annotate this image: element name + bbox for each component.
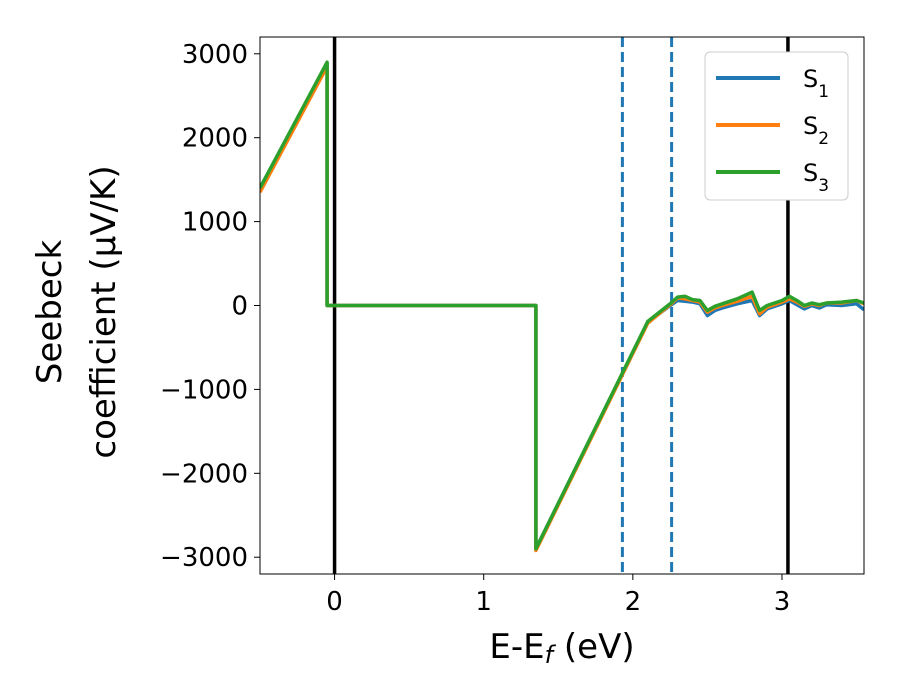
x-tick-label: 2: [625, 587, 642, 617]
x-axis-ticks: 0 1 2 3: [326, 574, 790, 617]
x-tick-label: 3: [774, 587, 791, 617]
y-tick-label: −1000: [160, 375, 248, 405]
series-lines: [260, 60, 864, 553]
y-tick-label: 0: [231, 292, 248, 322]
y-tick-label: −3000: [160, 543, 248, 573]
x-axis-label: E-Ef (eV): [489, 627, 634, 669]
x-tick-label: 1: [475, 587, 492, 617]
y-tick-label: 1000: [182, 208, 248, 238]
y-tick-label: −2000: [160, 459, 248, 489]
y-tick-label: 2000: [182, 124, 248, 154]
y-axis-ticks: −3000 −2000 −1000 0 1000 2000 3000: [160, 40, 260, 573]
y-axis-label-line-2: coefficient (μV/K): [84, 165, 124, 458]
y-axis-label-line-1: Seebeck: [30, 240, 70, 385]
x-tick-label: 0: [326, 587, 343, 617]
y-tick-label: 3000: [182, 40, 248, 70]
y-axis-label: Seebeck coefficient (μV/K): [30, 165, 124, 458]
series-line-s3: [260, 60, 864, 551]
